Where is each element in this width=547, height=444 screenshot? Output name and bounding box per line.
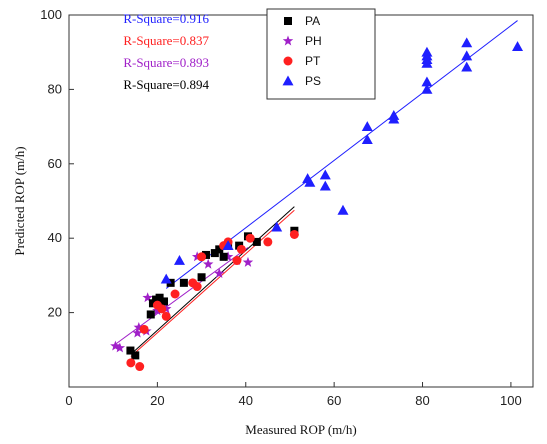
r-square-label-ph: R-Square=0.893 xyxy=(123,55,209,70)
data-point-pt xyxy=(289,229,299,239)
data-points xyxy=(110,37,524,372)
data-point-pa xyxy=(146,310,155,319)
fit-line-pt xyxy=(130,209,295,357)
data-point-ps xyxy=(160,273,172,284)
data-point-pt xyxy=(236,244,246,254)
data-point-pa xyxy=(179,278,188,287)
data-point-ps xyxy=(421,57,433,68)
data-point-pt xyxy=(157,304,167,314)
data-point-ps xyxy=(361,121,373,131)
x-tick-label: 0 xyxy=(65,393,72,408)
data-point-ps xyxy=(337,204,349,215)
data-point-ph xyxy=(142,292,153,303)
data-point-pt xyxy=(197,252,207,262)
legend-marker-pa xyxy=(284,17,292,25)
data-point-pa xyxy=(197,273,206,282)
legend-marker-pt xyxy=(283,56,293,66)
data-point-ps xyxy=(388,113,400,124)
y-tick-label: 20 xyxy=(48,305,62,320)
r-square-label-pa: R-Square=0.894 xyxy=(123,77,209,92)
data-point-ps xyxy=(461,37,473,48)
data-point-ps xyxy=(461,61,473,72)
legend-marker-ph xyxy=(282,35,294,46)
data-point-pa xyxy=(160,297,169,306)
data-point-pa xyxy=(219,252,228,261)
data-point-pt xyxy=(245,233,255,243)
data-point-pt xyxy=(232,256,242,266)
data-point-ps xyxy=(173,255,185,265)
y-tick-label: 60 xyxy=(48,156,62,171)
data-point-ps xyxy=(461,50,473,61)
data-point-ps xyxy=(512,41,524,52)
tick-marks xyxy=(68,14,512,387)
data-point-ps xyxy=(271,221,283,232)
x-tick-label: 80 xyxy=(415,393,429,408)
x-tick-label: 100 xyxy=(500,393,522,408)
data-point-ph xyxy=(110,340,121,351)
r-square-label-ps: R-Square=0.916 xyxy=(123,11,209,26)
data-point-ph xyxy=(133,321,145,332)
x-tick-labels: 0 20 40 60 80 100 xyxy=(65,393,521,408)
x-axis-title: Measured ROP (m/h) xyxy=(245,422,356,437)
x-tick-label: 60 xyxy=(327,393,341,408)
data-point-ph xyxy=(242,256,254,267)
data-point-pt xyxy=(170,289,180,299)
x-tick-label: 40 xyxy=(239,393,253,408)
data-point-pa xyxy=(210,249,219,258)
data-point-pt xyxy=(126,358,136,368)
y-axis-title: Predicted ROP (m/h) xyxy=(12,146,27,255)
y-tick-labels: 20 40 60 80 100 xyxy=(40,7,62,320)
data-point-ps xyxy=(319,180,331,191)
data-point-pa xyxy=(131,351,140,360)
r-square-labels: R-Square=0.916 R-Square=0.837 R-Square=0.8… xyxy=(123,11,209,92)
y-tick-label: 40 xyxy=(48,230,62,245)
data-point-ph xyxy=(222,251,234,262)
data-point-ph xyxy=(152,305,163,316)
data-point-ph xyxy=(202,258,214,269)
fit-line-pa xyxy=(130,206,295,355)
data-point-pt xyxy=(161,311,171,321)
data-point-ps xyxy=(421,83,433,94)
data-point-ps xyxy=(421,76,433,87)
data-point-ph xyxy=(214,268,225,278)
r-square-label-pt: R-Square=0.837 xyxy=(123,33,209,48)
data-point-ps xyxy=(304,176,316,187)
data-point-pt xyxy=(139,324,149,334)
legend-label-ph: PH xyxy=(305,34,322,48)
legend: PA PH PT PS xyxy=(266,8,376,100)
legend-label-ps: PS xyxy=(305,74,321,88)
data-point-ph xyxy=(132,327,143,338)
data-point-ph xyxy=(114,342,126,353)
legend-label-pa: PA xyxy=(305,14,320,28)
y-tick-label: 80 xyxy=(48,81,62,96)
data-point-pt xyxy=(192,282,202,292)
data-point-pa xyxy=(126,346,135,355)
data-point-pa xyxy=(155,293,164,302)
data-point-pa xyxy=(215,245,224,254)
y-tick-label: 100 xyxy=(40,7,62,22)
data-point-ps xyxy=(222,240,234,251)
x-tick-label: 20 xyxy=(150,393,164,408)
data-point-ps xyxy=(361,134,373,145)
legend-label-pt: PT xyxy=(305,54,321,68)
data-point-pa xyxy=(252,237,261,246)
data-point-pt xyxy=(263,237,273,247)
data-point-pa xyxy=(201,250,210,259)
data-point-ps xyxy=(319,169,331,180)
data-point-pt xyxy=(135,362,145,372)
legend-marker-ps xyxy=(282,75,294,86)
